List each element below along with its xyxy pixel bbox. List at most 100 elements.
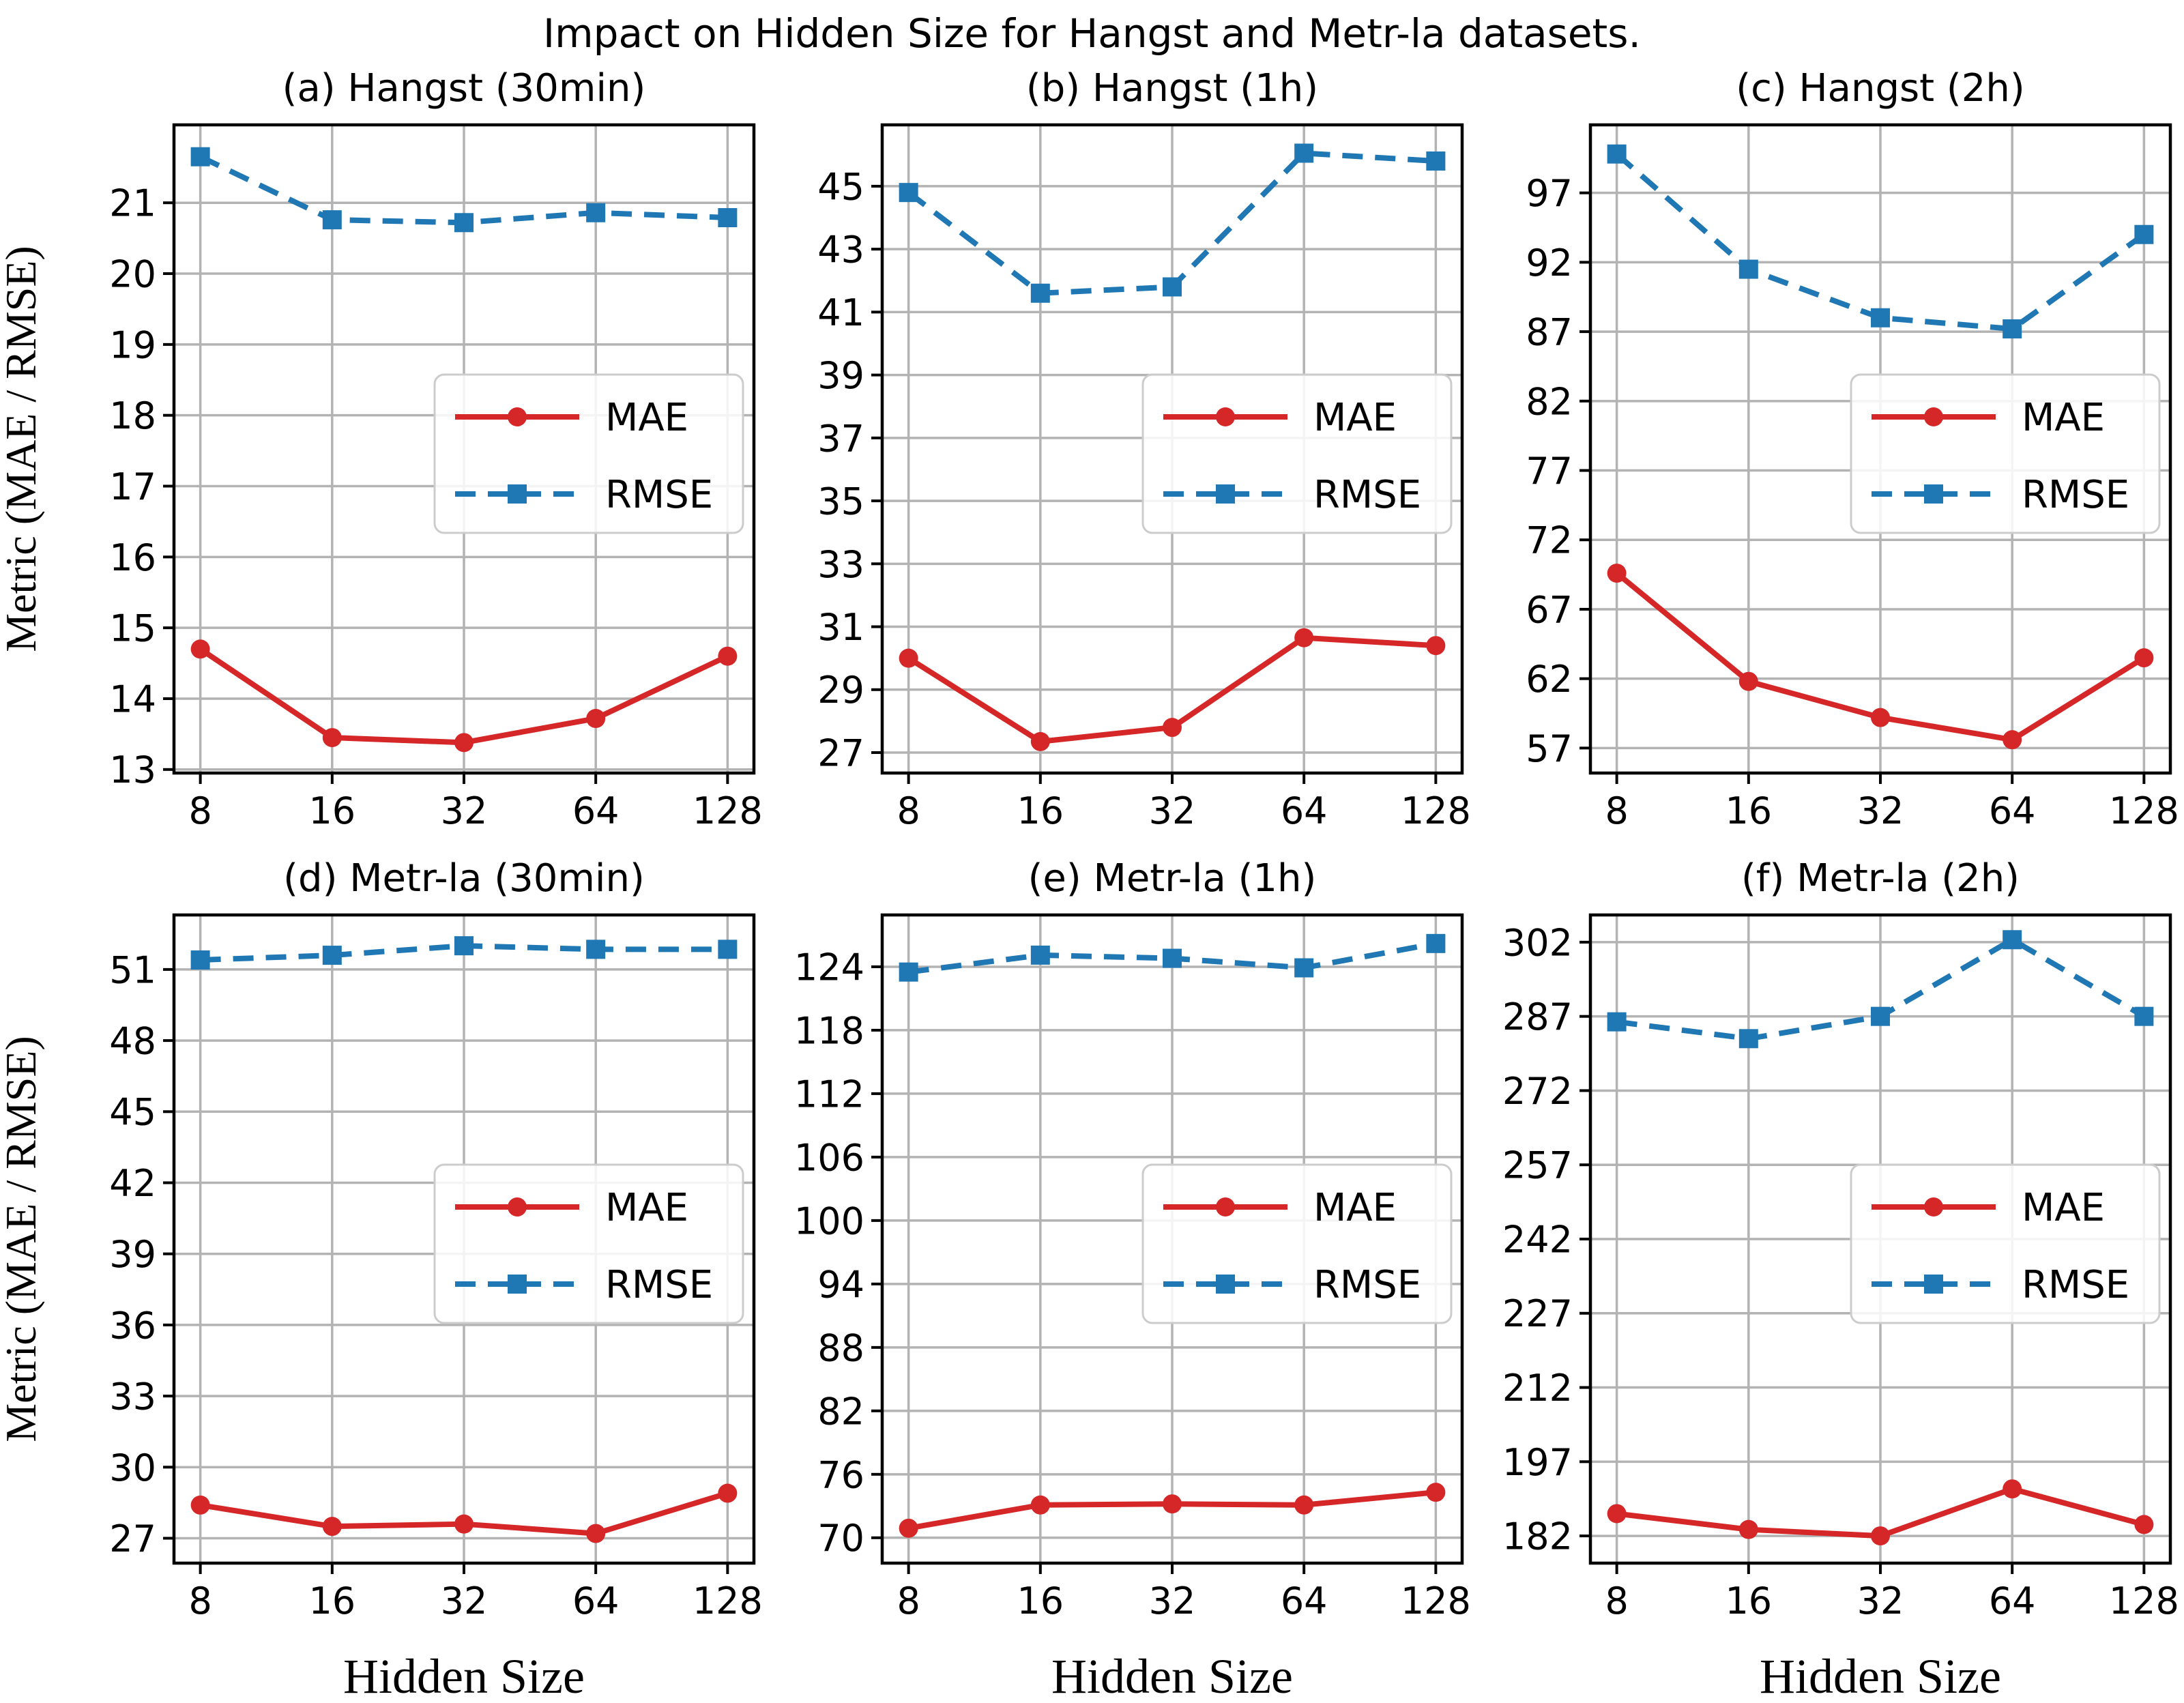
ticks: 8 16 32 64 128 27 29 31 33 35 37 39 41 43 45 — [817, 165, 1471, 832]
subplot-d: 8 16 32 64 128 27 30 33 36 39 42 45 48 51 (d) Metr-la … — [0, 850, 768, 1702]
legend: MAE RMSE — [1850, 1163, 2161, 1324]
legend-label: RMSE — [2022, 1263, 2129, 1307]
mae-marker — [1294, 628, 1314, 647]
x-tick-label: 16 — [308, 789, 355, 832]
legend-label: MAE — [2022, 396, 2105, 440]
y-tick-label: 15 — [109, 607, 156, 650]
mae-marker — [586, 709, 606, 729]
x-tick-label: 64 — [1989, 789, 2036, 832]
x-tick-label: 8 — [188, 789, 212, 832]
legend-marker — [508, 1197, 527, 1217]
y-tick-label: 82 — [817, 1390, 864, 1433]
y-tick-label: 287 — [1502, 995, 1573, 1038]
x-tick-label: 8 — [1605, 789, 1628, 832]
y-tick-label: 33 — [817, 543, 864, 586]
subplot-b: 8 16 32 64 128 27 29 31 33 35 37 39 41 43 45 (b) Hangst… — [768, 60, 1476, 850]
rmse-marker — [322, 946, 342, 965]
legend: MAE RMSE — [1141, 1163, 1453, 1324]
x-tick-label: 64 — [572, 789, 620, 832]
x-tick-label: 8 — [188, 1580, 212, 1622]
y-tick-label: 212 — [1502, 1367, 1573, 1410]
x-tick-label: 128 — [2109, 789, 2179, 832]
mae-marker — [718, 1483, 738, 1503]
y-tick-label: 94 — [817, 1263, 864, 1306]
subplot-title: (a) Hangst (30min) — [282, 66, 646, 111]
mae-marker — [1426, 1483, 1446, 1502]
rmse-marker — [718, 940, 738, 959]
mae-marker — [1163, 1494, 1182, 1514]
mae-marker — [2134, 648, 2154, 668]
rmse-marker — [718, 208, 738, 228]
x-axis-label: Hidden Size — [1760, 1649, 2001, 1702]
chart-grid: 8 16 32 64 128 13 14 15 16 17 18 19 20 21 (a) Hangst (… — [0, 60, 2184, 1702]
x-tick-label: 128 — [2109, 1580, 2179, 1622]
legend-label: MAE — [1313, 396, 1397, 440]
mae-marker — [586, 1524, 606, 1543]
mae-marker — [190, 1495, 210, 1515]
y-tick-label: 106 — [794, 1136, 864, 1179]
y-tick-label: 39 — [817, 354, 864, 397]
legend-marker — [508, 1275, 527, 1294]
subplot-f: 8 16 32 64 128 182 197 212 227 242 257 272 287 302 (f)… — [1476, 850, 2184, 1702]
y-tick-label: 118 — [794, 1009, 864, 1052]
y-tick-label: 92 — [1526, 242, 1573, 285]
rmse-marker — [322, 210, 342, 230]
legend-label: RMSE — [1313, 473, 1421, 517]
rmse-marker — [1426, 933, 1446, 953]
mae-marker — [1163, 718, 1182, 738]
y-tick-label: 67 — [1526, 588, 1573, 631]
y-tick-label: 124 — [794, 946, 864, 989]
mae-marker — [1426, 636, 1446, 656]
x-tick-label: 8 — [1605, 1580, 1628, 1622]
figure-title: Impact on Hidden Size for Hangst and Met… — [543, 10, 1641, 57]
mae-marker — [2003, 730, 2022, 750]
y-tick-label: 45 — [109, 1091, 156, 1134]
rmse-marker — [2003, 319, 2022, 339]
chart-d: 8 16 32 64 128 27 30 33 36 39 42 45 48 51 (d) Metr-la … — [0, 856, 763, 1702]
rmse-marker — [1163, 277, 1182, 297]
axes-frame — [172, 123, 756, 775]
y-axis-label: Metric (MAE / RMSE) — [0, 246, 45, 652]
y-tick-label: 227 — [1502, 1292, 1573, 1335]
y-tick-label: 48 — [109, 1020, 156, 1063]
y-tick-label: 51 — [109, 948, 156, 991]
rmse-marker — [454, 936, 474, 956]
rmse-marker — [454, 213, 474, 233]
x-tick-label: 64 — [1989, 1580, 2036, 1622]
mae-marker — [899, 648, 918, 668]
subplot-title: (b) Hangst (1h) — [1026, 66, 1318, 111]
y-tick-label: 16 — [109, 536, 156, 579]
rmse-marker — [190, 147, 210, 166]
rmse-marker — [2134, 224, 2154, 244]
rmse-marker — [2134, 1006, 2154, 1026]
axes-frame — [880, 913, 1464, 1565]
mae-marker — [322, 1517, 342, 1537]
legend-marker — [1216, 1197, 1235, 1217]
mae-marker — [1294, 1495, 1314, 1515]
mae-marker — [190, 639, 210, 659]
rmse-marker — [1030, 945, 1050, 965]
rmse-marker — [1426, 151, 1446, 171]
x-tick-label: 32 — [1149, 789, 1196, 832]
mae-marker — [454, 733, 474, 753]
y-tick-label: 29 — [817, 669, 864, 712]
x-tick-label: 16 — [1017, 789, 1064, 832]
x-tick-label: 64 — [1281, 789, 1328, 832]
legend-label: RMSE — [1313, 1263, 1421, 1307]
ticks: 8 16 32 64 128 70 76 82 88 94 100 106 112 118 124 — [794, 946, 1471, 1622]
rmse-marker — [1738, 1029, 1758, 1049]
mae-marker — [1607, 564, 1627, 583]
mae-marker — [1607, 1504, 1627, 1524]
legend: MAE RMSE — [1850, 373, 2161, 534]
ticks: 8 16 32 64 128 27 30 33 36 39 42 45 48 51 — [109, 948, 763, 1622]
x-tick-label: 128 — [1401, 1580, 1471, 1622]
y-tick-label: 87 — [1526, 311, 1573, 354]
subplot-title: (f) Metr-la (2h) — [1741, 856, 2020, 901]
mae-marker — [718, 646, 738, 666]
x-tick-label: 8 — [897, 789, 920, 832]
x-tick-label: 32 — [1857, 1580, 1904, 1622]
y-tick-label: 76 — [817, 1453, 864, 1496]
legend-marker — [1216, 407, 1235, 426]
legend-marker — [1924, 484, 1943, 504]
x-tick-label: 32 — [1149, 1580, 1196, 1622]
